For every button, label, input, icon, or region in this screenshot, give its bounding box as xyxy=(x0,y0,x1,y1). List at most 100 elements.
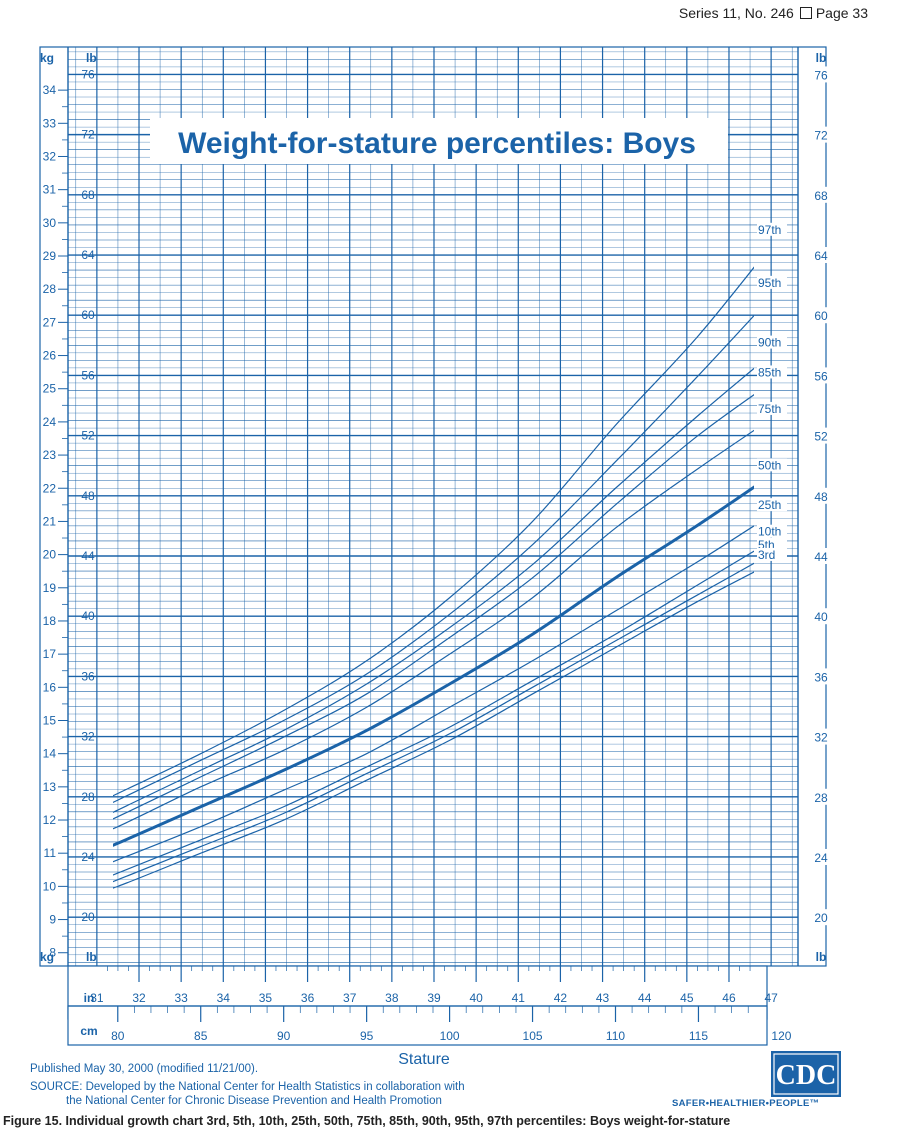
cm-tick-label: 115 xyxy=(689,1029,708,1043)
cm-axis-box xyxy=(67,1005,768,1046)
inch-tick-label: 33 xyxy=(174,991,188,1005)
kg-tick-label: 29 xyxy=(43,249,57,263)
inch-tick-label: 32 xyxy=(132,991,146,1005)
cm-tick-label: 80 xyxy=(111,1029,125,1043)
lb-tick-label-right: 28 xyxy=(814,791,828,805)
curve-label-50th: 50th xyxy=(758,458,781,472)
curve-label-95th: 95th xyxy=(758,276,781,290)
inch-tick-label: 46 xyxy=(722,991,736,1005)
kg-tick-label: 28 xyxy=(43,282,57,296)
percentile-curve-50th xyxy=(113,485,754,847)
lb-tick-label-left: 64 xyxy=(81,248,95,262)
lb-label-bg xyxy=(808,186,834,203)
checkbox-square-icon xyxy=(799,7,812,19)
inch-tick-label: 44 xyxy=(638,991,652,1005)
kg-unit-label-bottom: kg xyxy=(40,950,54,964)
curve-label-97th: 97th xyxy=(758,223,781,237)
lb-label-bg xyxy=(808,547,834,564)
lb-label-bg xyxy=(808,247,834,264)
lb-tick-label-right: 72 xyxy=(814,129,828,143)
lb-tick-label-right: 36 xyxy=(814,670,828,684)
cm-unit-label: cm xyxy=(80,1024,97,1038)
inch-tick-label: 39 xyxy=(427,991,441,1005)
percentile-curve-97th xyxy=(113,266,754,797)
kg-tick-label: 18 xyxy=(43,614,57,628)
cm-tick-label: 90 xyxy=(277,1029,291,1043)
lb-label-bg xyxy=(808,608,834,625)
lb-tick-label-left: 20 xyxy=(81,910,95,924)
lb-tick-label-left: 36 xyxy=(81,669,95,683)
kg-tick-label: 11 xyxy=(44,846,57,860)
inch-tick-label: 36 xyxy=(301,991,315,1005)
lb-tick-label-left: 52 xyxy=(81,429,95,443)
lb-tick-label-left: 40 xyxy=(81,609,95,623)
page-number: Page 33 xyxy=(815,5,868,21)
curve-label-bg xyxy=(757,524,787,538)
source-line-2: the National Center for Chronic Disease … xyxy=(66,1095,442,1107)
curve-label-bg xyxy=(757,222,787,236)
lb-tick-label-left: 68 xyxy=(81,188,95,202)
inch-tick-label: 42 xyxy=(554,991,568,1005)
lb-unit-label-bottom: lb xyxy=(86,950,97,964)
inch-tick-label: 40 xyxy=(469,991,483,1005)
percentile-curve-5th xyxy=(113,562,754,883)
curve-label-75th: 75th xyxy=(758,402,781,416)
x-axis-label: Stature xyxy=(398,1051,450,1068)
percentile-curve-95th xyxy=(113,314,754,804)
lb-tick-label-right: 64 xyxy=(814,249,828,263)
lb-tick-label-left: 24 xyxy=(81,850,95,864)
cm-tick-label: 100 xyxy=(440,1029,460,1043)
kg-tick-label: 14 xyxy=(43,747,57,761)
curve-label-bg xyxy=(757,458,787,472)
kg-tick-label: 17 xyxy=(43,647,57,661)
lb-tick-label-left: 56 xyxy=(81,368,95,382)
lb-label-bg xyxy=(808,487,834,504)
cm-tick-label: 85 xyxy=(194,1029,208,1043)
lb-label-bg xyxy=(808,126,834,143)
lb-tick-label-left: 48 xyxy=(81,489,95,503)
inch-tick-label: 45 xyxy=(680,991,694,1005)
inch-tick-label: 47 xyxy=(764,991,778,1005)
lb-tick-label-left: 76 xyxy=(81,67,95,81)
inch-tick-label: 38 xyxy=(385,991,399,1005)
lb-tick-label-right: 68 xyxy=(814,189,828,203)
curve-label-25th: 25th xyxy=(758,498,781,512)
percentile-curve-25th xyxy=(113,525,754,863)
lb-label-bg xyxy=(808,427,834,444)
lb-tick-label-left: 44 xyxy=(81,549,95,563)
kg-tick-label: 16 xyxy=(43,680,57,694)
curve-label-10th: 10th xyxy=(758,525,781,539)
cm-tick-label: 95 xyxy=(360,1029,374,1043)
kg-tick-label: 32 xyxy=(43,149,57,163)
inch-tick-label: 35 xyxy=(259,991,273,1005)
figure-caption: Figure 15. Individual growth chart 3rd, … xyxy=(3,1114,731,1128)
curve-label-bg xyxy=(757,365,787,379)
kg-tick-label: 19 xyxy=(43,581,57,595)
curve-label-90th: 90th xyxy=(758,336,781,350)
kg-tick-label: 9 xyxy=(49,913,56,927)
series-label: Series 11, No. 246 xyxy=(678,5,794,21)
lb-tick-label-right: 48 xyxy=(814,490,828,504)
inch-tick-label: 41 xyxy=(512,991,526,1005)
curve-label-bg xyxy=(757,335,787,349)
percentile-curve-10th xyxy=(113,550,754,876)
kg-tick-label: 12 xyxy=(43,813,57,827)
lb-tick-label-right: 24 xyxy=(814,851,828,865)
lb-unit-label-right-bottom: lb xyxy=(816,950,827,964)
lb-tick-label-left: 32 xyxy=(81,730,95,744)
cm-tick-label: 105 xyxy=(523,1029,543,1043)
cm-tick-label: 110 xyxy=(606,1029,625,1043)
lb-tick-label-left: 60 xyxy=(81,308,95,322)
kg-tick-label: 20 xyxy=(43,548,57,562)
kg-tick-label: 26 xyxy=(43,349,57,363)
published-note: Published May 30, 2000 (modified 11/21/0… xyxy=(30,1063,259,1075)
lb-unit-label-right-top: lb xyxy=(816,51,827,65)
lb-tick-label-left: 72 xyxy=(81,128,95,142)
grid xyxy=(68,47,798,966)
lb-unit-label-top: lb xyxy=(86,51,97,65)
kg-tick-label: 13 xyxy=(43,780,57,794)
percentile-curve-75th xyxy=(113,429,754,830)
curve-label-bg xyxy=(757,537,787,551)
title-background xyxy=(150,118,728,164)
